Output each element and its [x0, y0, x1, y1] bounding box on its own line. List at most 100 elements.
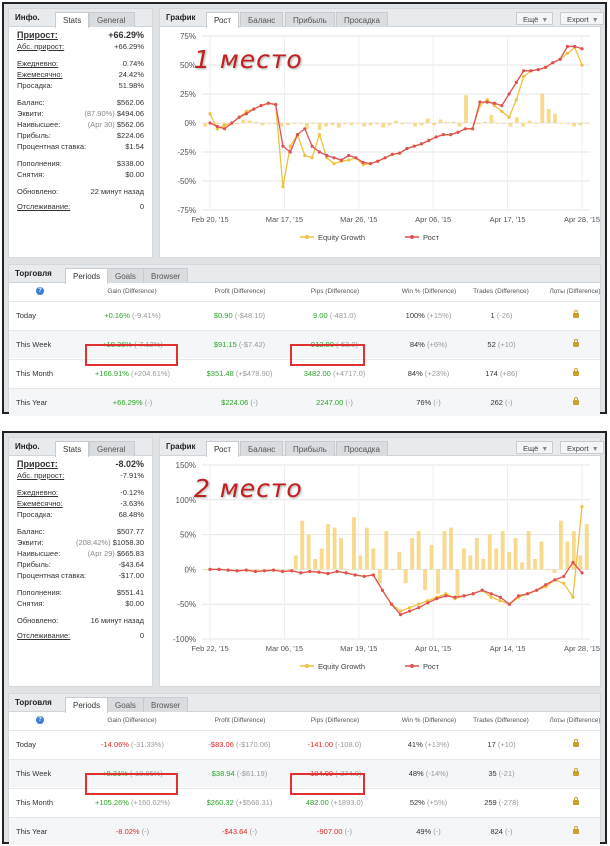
tab-periods[interactable]: Periods: [65, 268, 109, 284]
help-icon[interactable]: ?: [36, 287, 44, 295]
tab-goals[interactable]: Goals: [107, 268, 144, 283]
data-point: [419, 142, 424, 146]
data-point: [435, 597, 439, 601]
x-tick-label: Apr 14, '15: [490, 644, 526, 653]
bar: [292, 123, 297, 124]
y-tick-label: -25%: [177, 148, 196, 157]
bar: [502, 123, 507, 124]
tab-goals[interactable]: Goals: [107, 697, 144, 712]
bar: [203, 569, 208, 571]
x-tick-label: Apr 17, '15: [490, 215, 526, 224]
bar: [442, 531, 447, 570]
tab-general[interactable]: General: [89, 441, 135, 456]
tab-growth[interactable]: Рост: [206, 441, 240, 457]
bar: [438, 119, 443, 123]
bar: [520, 562, 525, 570]
tracking-label[interactable]: Отслеживание:: [17, 631, 71, 640]
header-pips: Pips (Difference): [310, 717, 360, 724]
chart-tabbar: График Рост Баланс Прибыль Просадка Ещё ▼…: [160, 9, 604, 28]
trading-tabbar: Торговля Periods Goals Browser: [9, 694, 600, 713]
tab-balance[interactable]: Баланс: [240, 441, 284, 456]
trades-value: 35: [488, 769, 497, 778]
more-button[interactable]: Ещё ▼: [516, 441, 554, 454]
help-icon[interactable]: ?: [36, 716, 44, 724]
drawdown-label: Просадка:: [17, 510, 53, 519]
data-point: [514, 98, 518, 102]
lock-icon[interactable]: [572, 339, 579, 347]
data-point: [274, 102, 278, 107]
tab-drawdown[interactable]: Просадка: [336, 12, 388, 27]
abs-growth-label[interactable]: Абс. прирост:: [17, 42, 65, 51]
tab-profit[interactable]: Прибыль: [285, 441, 335, 456]
bar: [419, 123, 424, 126]
win-diff: (+5%): [426, 798, 448, 807]
daily-label[interactable]: Ежедневно:: [17, 488, 59, 497]
tab-drawdown[interactable]: Просадка: [336, 441, 388, 456]
tab-growth[interactable]: Рост: [206, 12, 240, 28]
export-button[interactable]: Export ▼: [560, 441, 604, 454]
monthly-label[interactable]: Ежемесячно:: [17, 499, 63, 508]
x-tick-label: Apr 28, '15: [564, 215, 600, 224]
data-point: [427, 138, 431, 142]
data-point: [543, 65, 548, 69]
growth-label[interactable]: Прирост:: [17, 459, 58, 469]
profit-diff: (-$48.10): [234, 311, 266, 320]
updated-label: Обновлено:: [17, 616, 59, 625]
bar: [521, 123, 526, 127]
tracking-label[interactable]: Отслеживание:: [17, 202, 71, 211]
trades-diff: (+86): [499, 369, 518, 378]
data-point: [262, 569, 267, 573]
deposits-row: Пополнения: $338.00: [17, 158, 144, 169]
profit-value: $351.48: [206, 369, 234, 378]
chevron-down-icon: ▼: [541, 446, 549, 453]
data-point: [573, 44, 577, 49]
lock-icon[interactable]: [572, 397, 579, 405]
data-point: [485, 98, 489, 102]
lock-icon[interactable]: [572, 826, 579, 834]
legend-growth-label: Рост: [423, 662, 440, 671]
data-point: [280, 569, 285, 574]
trading-box: Торговля Periods Goals Browser ? Gain (D…: [8, 264, 601, 416]
tab-profit[interactable]: Прибыль: [285, 12, 335, 27]
legend-equity-label: Equity Growth: [318, 662, 365, 671]
data-point: [290, 569, 294, 573]
y-tick-label: 0%: [184, 565, 196, 574]
y-tick-label: 0%: [184, 119, 196, 128]
bar: [451, 121, 456, 123]
data-point: [417, 602, 421, 606]
lock-icon[interactable]: [572, 739, 579, 747]
tab-stats[interactable]: Stats: [55, 12, 90, 28]
lock-icon[interactable]: [572, 797, 579, 805]
data-point: [507, 602, 512, 606]
trading-title: Торговля: [15, 698, 52, 707]
daily-label[interactable]: Ежедневно:: [17, 59, 59, 68]
data-point: [271, 568, 276, 572]
more-button[interactable]: Ещё ▼: [516, 12, 554, 25]
pips-value: 2247.00: [316, 398, 344, 407]
lock-icon[interactable]: [572, 368, 579, 376]
data-point: [498, 595, 502, 599]
tab-balance[interactable]: Баланс: [240, 12, 284, 27]
data-point: [405, 146, 409, 151]
data-point: [217, 567, 221, 571]
daily-row: Ежедневно: 0.74%: [17, 58, 144, 69]
export-button[interactable]: Export ▼: [560, 12, 604, 25]
data-point: [376, 159, 380, 163]
data-point: [398, 613, 403, 617]
tab-periods[interactable]: Periods: [65, 697, 109, 713]
highlight-pips-month: [290, 344, 365, 366]
tab-browser[interactable]: Browser: [143, 697, 189, 712]
monthly-label[interactable]: Ежемесячно:: [17, 70, 63, 79]
bar: [375, 123, 379, 125]
tab-stats[interactable]: Stats: [55, 441, 90, 457]
tab-general[interactable]: General: [89, 12, 135, 27]
growth-label[interactable]: Прирост:: [17, 30, 58, 40]
lock-icon[interactable]: [572, 310, 579, 318]
bar: [247, 120, 252, 123]
bar: [339, 538, 343, 570]
abs-growth-label[interactable]: Абс. прирост:: [17, 471, 65, 480]
bar: [429, 545, 434, 570]
equity-note: (87.90%): [84, 109, 115, 118]
lock-icon[interactable]: [572, 768, 579, 776]
tab-browser[interactable]: Browser: [143, 268, 189, 283]
